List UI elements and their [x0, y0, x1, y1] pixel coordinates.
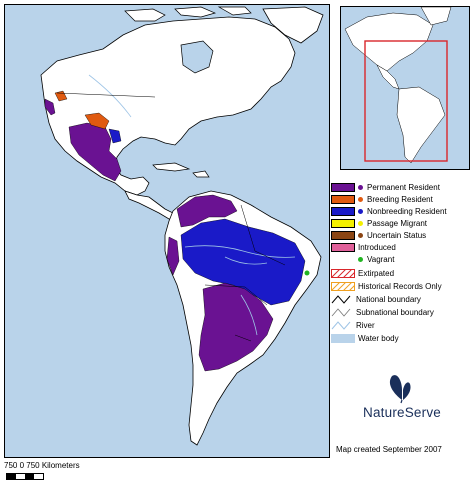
- range-permanent-south-sa: [198, 282, 274, 372]
- legend-item: Breeding Resident: [331, 194, 433, 204]
- natureserve-logo: NatureServe: [346, 372, 458, 426]
- scale-block: [25, 474, 34, 479]
- main-map[interactable]: [4, 4, 330, 458]
- legend-label: Uncertain Status: [367, 230, 427, 240]
- caribbean-islands: [152, 162, 210, 178]
- arctic-islands: [124, 6, 252, 22]
- inset-greenland: [420, 7, 452, 26]
- legend-label: Vagrant: [367, 254, 395, 264]
- rivers: [88, 74, 296, 336]
- range-nonbreeding-texas: [108, 128, 122, 144]
- scale-block: [7, 474, 16, 479]
- legend-item: National boundary: [331, 294, 421, 304]
- range-permanent-andes: [166, 236, 180, 276]
- legend-item: Nonbreeding Resident: [331, 206, 447, 216]
- scale-blocks: [6, 473, 44, 480]
- river-line-icon: [331, 320, 351, 330]
- national-boundary-line-icon: [331, 294, 351, 304]
- central-america-landmass: [124, 190, 178, 220]
- inset-central-america: [376, 64, 400, 90]
- legend-dot: [358, 196, 363, 202]
- hatch-swatch-icon: [331, 281, 355, 291]
- legend-label: Breeding Resident: [367, 194, 433, 204]
- legend-label: Subnational boundary: [356, 307, 434, 317]
- legend-swatch: [331, 218, 355, 228]
- inset-map: [340, 6, 470, 170]
- hudson-bay: [180, 40, 214, 74]
- inset-canvas: [344, 7, 452, 164]
- legend-item: Passage Migrant: [331, 218, 427, 228]
- legend-swatch: [331, 182, 355, 192]
- vagrant-record-brazil: [304, 270, 310, 276]
- range-permanent-baja: [44, 98, 56, 116]
- legend-item: River: [331, 320, 375, 330]
- legend-item: Vagrant: [331, 254, 394, 264]
- inset-south-america: [396, 86, 446, 164]
- greenland: [262, 6, 324, 44]
- legend-label: Historical Records Only: [358, 281, 442, 291]
- butterfly-icon: [389, 375, 411, 404]
- range-permanent-north-sa: [176, 194, 238, 228]
- legend-swatch-empty: [331, 255, 355, 264]
- hatch-swatch-icon: [331, 268, 355, 278]
- legend-swatch: [331, 242, 355, 252]
- legend-item: Historical Records Only: [331, 281, 442, 291]
- legend-swatch: [331, 230, 355, 240]
- legend-item: Subnational boundary: [331, 307, 434, 317]
- legend-dot: [358, 220, 363, 226]
- legend-dot: [358, 256, 363, 262]
- map-credit: Map created September 2007: [336, 445, 442, 454]
- legend-item: Introduced: [331, 242, 396, 252]
- subnational-boundary-line-icon: [331, 307, 351, 317]
- legend-swatch: [331, 333, 355, 343]
- scale-label: 750 0 750 Kilometers: [4, 461, 80, 470]
- legend-label: National boundary: [356, 294, 421, 304]
- map-canvas: [40, 6, 324, 446]
- legend-label: Passage Migrant: [367, 218, 428, 228]
- legend-item: Extirpated: [331, 268, 394, 278]
- legend-dot: [358, 232, 363, 238]
- legend-item: Permanent Resident: [331, 182, 440, 192]
- inset-extent-frame: [364, 40, 448, 162]
- legend-dot: [358, 184, 363, 190]
- range-nonbreeding-amazon: [180, 218, 306, 306]
- legend-label: Extirpated: [358, 268, 395, 278]
- legend-item: Uncertain Status: [331, 230, 426, 240]
- legend-swatch: [331, 194, 355, 204]
- logo-text: NatureServe: [363, 405, 441, 420]
- legend-label: Permanent Resident: [367, 182, 440, 192]
- legend-label: Nonbreeding Resident: [367, 206, 447, 216]
- legend-label: Introduced: [358, 242, 396, 252]
- legend-item: Water body: [331, 333, 399, 343]
- inset-north-america: [344, 12, 434, 72]
- legend-dot: [358, 208, 363, 214]
- national-boundaries: [56, 92, 286, 342]
- range-breeding-usa: [54, 90, 110, 130]
- legend-label: River: [356, 320, 375, 330]
- legend-swatch: [331, 206, 355, 216]
- scale-bar: 750 0 750 Kilometers: [4, 461, 204, 483]
- legend-label: Water body: [358, 333, 399, 343]
